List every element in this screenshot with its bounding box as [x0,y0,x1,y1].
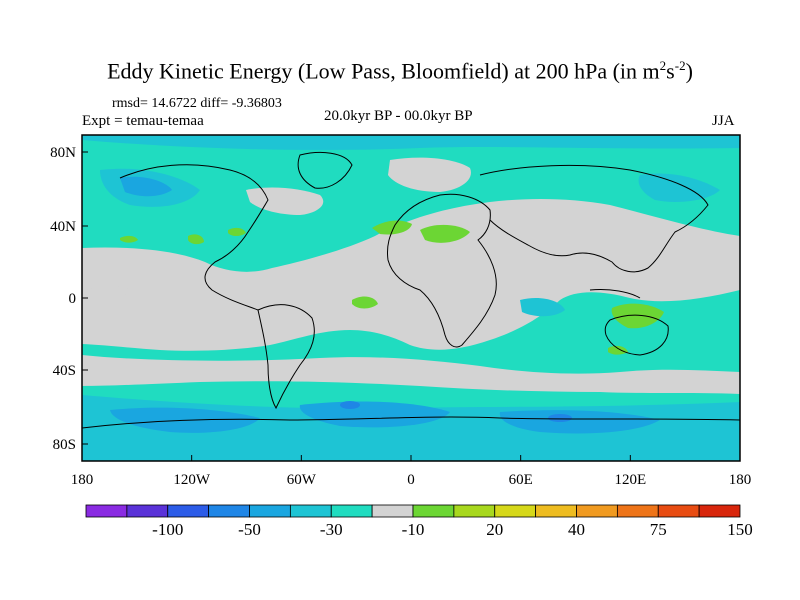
lon-tick-label: 120W [173,472,211,488]
lon-tick-label: 0 [407,472,415,488]
lon-tick-label: 60E [509,472,533,488]
colorbar-swatch [249,504,291,518]
lon-tick-label: 60W [287,472,317,488]
lat-tick-label: 80N [50,145,76,161]
colorbar-swatch [371,504,414,518]
colorbar: -100 -50 -30 -10 20 40 75 150 [85,504,753,539]
lat-tick-label: 0 [69,291,77,307]
field-blue-dark [340,401,572,422]
colorbar-swatch [167,504,210,518]
colorbar-swatch [657,504,700,518]
colorbar-label: -30 [320,520,343,539]
coastlines [82,152,740,429]
colorbar-swatch [494,504,537,518]
lon-tick-label: 120E [614,472,646,488]
plot-title: Eddy Kinetic Energy (Low Pass, Bloomfiel… [107,58,693,84]
colorbar-swatch [289,504,332,518]
colorbar-swatch [698,504,741,518]
colorbar-swatch [576,504,618,518]
season-label: JJA [712,113,735,129]
stats-text: rmsd= 14.6722 diff= -9.36803 [112,96,282,111]
colorbar-swatch [208,504,250,518]
colorbar-swatch [412,504,455,518]
lon-tick-label: 180 [729,472,752,488]
colorbar-swatch [535,504,577,518]
colorbar-swatch [453,504,496,518]
lat-tick-label: 40S [53,363,76,379]
colorbar-label: -100 [152,520,183,539]
colorbar-label: -10 [402,520,425,539]
colorbar-label: 75 [650,520,667,539]
lon-tick-label: 180 [71,472,94,488]
lat-tick-label: 80S [53,437,76,453]
period-label: 20.0kyr BP - 00.0kyr BP [324,108,473,124]
colorbar-label: 20 [486,520,503,539]
experiment-label: Expt = temau-temaa [82,113,204,129]
colorbar-label: 40 [568,520,585,539]
colorbar-swatch [126,504,169,518]
colorbar-label: 150 [727,520,753,539]
colorbar-swatch [330,504,373,518]
colorbar-swatch [616,504,659,518]
field-positive [120,220,664,355]
colorbar-swatch [85,504,128,518]
lat-tick-label: 40N [50,219,76,235]
axis-ticks: 80N 40N 0 40S 80S 180 120W 60W 0 60E 120E 180 [50,145,751,488]
colorbar-label: -50 [238,520,261,539]
